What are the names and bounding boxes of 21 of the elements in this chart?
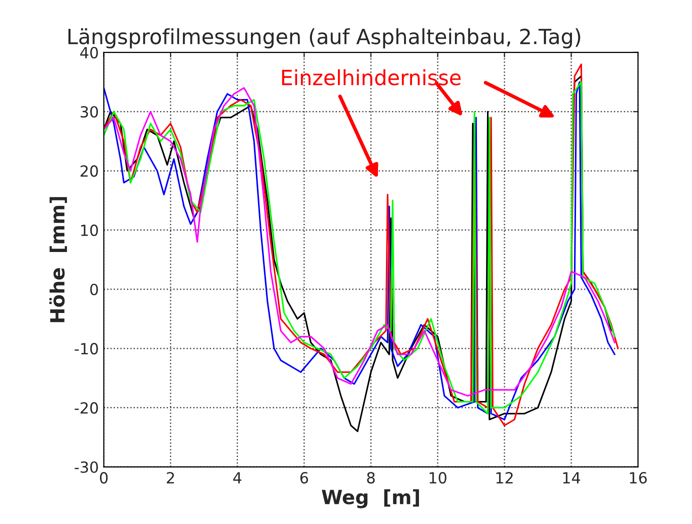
x-axis-title: Weg [m] [322, 489, 419, 508]
y-tick-label: -30 [74, 461, 98, 473]
chart-title: Längsprofilmessungen (auf Asphalteinbau, 2.Tag) [68, 28, 580, 48]
x-tick-label: 0 [100, 472, 108, 484]
y-tick-label: 0 [90, 284, 98, 296]
x-tick-label: 14 [563, 472, 580, 484]
x-tick-label: 8 [367, 472, 375, 484]
y-axis-title: Höhe [mm] [49, 197, 67, 322]
x-tick-label: 4 [233, 472, 242, 484]
y-tick-label: 40 [80, 46, 98, 58]
x-tick-label: 10 [430, 472, 446, 484]
x-tick-label: 2 [166, 472, 174, 484]
x-tick-label: 6 [300, 472, 308, 484]
x-tick-label: 16 [630, 472, 647, 484]
annotation: Einzelhindernisse [282, 69, 461, 86]
y-tick-label: 10 [81, 224, 98, 236]
y-tick-label: -10 [74, 342, 98, 354]
y-tick-label: -20 [74, 402, 98, 414]
y-tick-label: 20 [80, 165, 98, 177]
y-tick-label: 30 [80, 106, 98, 118]
x-tick-label: 12 [496, 472, 513, 484]
